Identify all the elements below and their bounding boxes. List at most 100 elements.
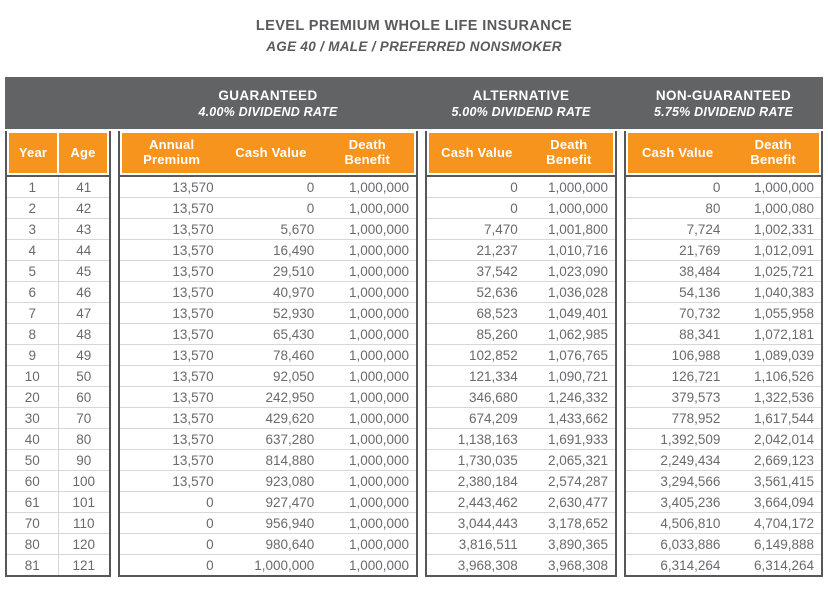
cell: 13,570 [120, 470, 221, 492]
cell: 980,640 [220, 533, 322, 555]
cell: 3,890,365 [524, 533, 615, 555]
nonguaranteed-block: Cash Value Death Benefit 0 1,000,000 80 1,0… [624, 131, 823, 577]
table-row: 1,392,509 2,042,014 [626, 428, 821, 450]
table-row: 778,952 1,617,544 [626, 407, 821, 429]
cell: 0 [220, 197, 322, 219]
cell: 3,664,094 [727, 491, 821, 513]
cell: 1,000,000 [321, 344, 416, 366]
cell: 242,950 [220, 386, 322, 408]
cell: 10 [7, 365, 58, 387]
cell: 1,000,000 [547, 179, 608, 195]
cell: 1,049,401 [524, 302, 615, 324]
cell: 80 [7, 533, 58, 555]
table-blocks: Year Age 1 41 2 42 3 43 4 44 5 45 6 46 7 47 8 48 9 49 10 50… [5, 131, 823, 577]
cell: 126,721 [626, 365, 728, 387]
cell: 1,010,716 [524, 239, 615, 261]
column-header-death-benefit: Death Benefit [727, 133, 819, 173]
table-row: 13,570 242,950 1,000,000 [120, 386, 416, 408]
table-row: 13,570 429,620 1,000,000 [120, 407, 416, 429]
table-row: 5 45 [7, 260, 109, 282]
cell: 101 [57, 491, 109, 513]
cell: 121,334 [427, 365, 525, 387]
table-row: 121,334 1,090,721 [427, 365, 615, 387]
cell: 1,000,000 [321, 239, 416, 261]
cell: 0 [120, 512, 221, 534]
cell: 61 [7, 491, 58, 513]
table-row: 8 48 [7, 323, 109, 345]
table-row: 9 49 [7, 344, 109, 366]
cell: 2,249,434 [626, 449, 728, 471]
table-row: 88,341 1,072,181 [626, 323, 821, 345]
cell: 1,040,383 [727, 281, 821, 303]
cell: 13,570 [120, 323, 221, 345]
cell: 3,294,566 [626, 470, 728, 492]
cell: 13,570 [120, 260, 221, 282]
cell: 1,000,000 [321, 449, 416, 471]
year-age-block: Year Age 1 41 2 42 3 43 4 44 5 45 6 46 7 47 8 48 9 49 10 50… [5, 131, 111, 577]
cell: 814,880 [220, 449, 322, 471]
cell: 1,023,090 [524, 260, 615, 282]
section-name: NON-GUARANTEED [655, 87, 792, 103]
table-row: 106,988 1,089,039 [626, 344, 821, 366]
cell: 956,940 [220, 512, 322, 534]
table-row: 37,542 1,023,090 [427, 260, 615, 282]
table-row: 13,570 0 1,000,000 [120, 197, 416, 219]
cell: 70 [7, 512, 58, 534]
cell: 40 [7, 428, 58, 450]
table-row: 2,380,184 2,574,287 [427, 470, 615, 492]
table-row: 10 50 [7, 365, 109, 387]
cell: 4 [7, 239, 58, 261]
table-row: 60 100 [7, 470, 109, 492]
cell: 78,460 [220, 344, 322, 366]
cell: 637,280 [220, 428, 322, 450]
band-spacer-yearage [5, 77, 111, 129]
cell: 0 [712, 179, 721, 195]
table-row: 13,570 16,490 1,000,000 [120, 239, 416, 261]
cell: 2,380,184 [427, 470, 525, 492]
cell: 52,636 [427, 281, 525, 303]
table-row: 81 121 [7, 554, 109, 575]
cell: 1,000,000 [321, 470, 416, 492]
cell: 3,816,511 [427, 533, 525, 555]
cell: 1,000,080 [727, 197, 821, 219]
cell: 9 [7, 344, 58, 366]
guaranteed-header: Annual Premium Cash Value Death Benefit [120, 131, 416, 175]
cell: 1,055,958 [727, 302, 821, 324]
cell: 13,570 [120, 449, 221, 471]
cell: 1,000,000 [321, 533, 416, 555]
cell: 5 [7, 260, 58, 282]
table-row: 4 44 [7, 239, 109, 261]
cell: 13,570 [120, 302, 221, 324]
guaranteed-table: 13,570 0 1,000,000 13,570 0 1,000,000 13,570 5,… [120, 175, 416, 575]
table-row: 7,470 1,001,800 [427, 218, 615, 240]
cell: 674,209 [427, 407, 525, 429]
cell: 1,000,000 [321, 218, 416, 240]
cell: 1,000,000 [321, 554, 416, 575]
cell: 54,136 [626, 281, 728, 303]
cell: 88,341 [626, 323, 728, 345]
table-row: 6,314,264 6,314,264 [626, 554, 821, 575]
cell: 20 [7, 386, 58, 408]
cell: 2,574,287 [524, 470, 615, 492]
table-row: 13,570 92,050 1,000,000 [120, 365, 416, 387]
table-row: 126,721 1,106,526 [626, 365, 821, 387]
table-row: 13,570 923,080 1,000,000 [120, 470, 416, 492]
cell: 1,000,000 [321, 197, 416, 219]
table-row: 379,573 1,322,536 [626, 386, 821, 408]
band-section-alternative: ALTERNATIVE 5.00% DIVIDEND RATE [425, 77, 617, 129]
table-row: 3,968,308 3,968,308 [427, 554, 615, 575]
cell: 92,050 [220, 365, 322, 387]
table-row: 13,570 78,460 1,000,000 [120, 344, 416, 366]
cell: 44 [57, 239, 109, 261]
cell: 3,968,308 [427, 554, 525, 575]
table-row: 13,570 0 1,000,000 [120, 176, 416, 198]
table-row: 3,816,511 3,890,365 [427, 533, 615, 555]
cell: 13,570 [120, 344, 221, 366]
table-row: 0 1,000,000 1,000,000 [120, 554, 416, 575]
cell: 7,470 [427, 218, 525, 240]
cell: 1,392,509 [626, 428, 728, 450]
table-row: 346,680 1,246,332 [427, 386, 615, 408]
alternative-table: 0 1,000,000 0 1,000,000 7,470 1,001,800 21,237… [427, 175, 615, 575]
table-row: 70 110 [7, 512, 109, 534]
cell: 1,138,163 [427, 428, 525, 450]
